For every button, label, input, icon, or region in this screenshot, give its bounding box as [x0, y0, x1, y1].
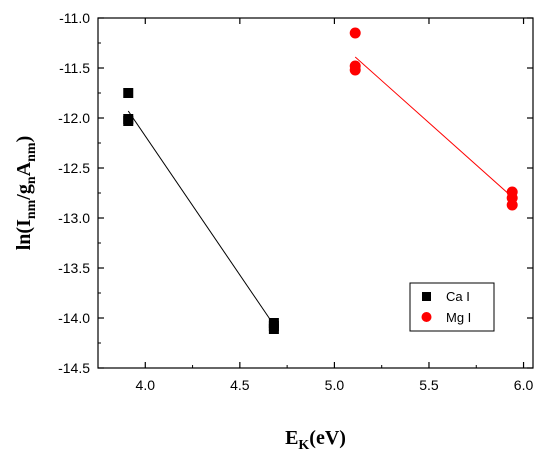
- legend-marker-ca: [422, 292, 431, 301]
- x-axis-label-sub: K: [298, 438, 309, 452]
- x-tick-label: 5.5: [419, 377, 439, 393]
- legend-marker-mg: [421, 312, 432, 322]
- ca-data-point: [123, 88, 134, 98]
- x-tick-label: 5.0: [325, 377, 345, 393]
- ca-fit-line: [127, 110, 275, 326]
- mg-data-point: [349, 27, 361, 39]
- mg-fit-line: [354, 56, 513, 198]
- y-tick-label: -14.0: [58, 310, 90, 326]
- y-axis-label-main: A: [13, 161, 35, 176]
- y-tick-label: -11.5: [59, 60, 90, 76]
- y-axis-label-sub: nm: [24, 142, 39, 162]
- x-tick-label: 6.0: [514, 377, 534, 393]
- y-axis-label-sub: n: [24, 176, 39, 184]
- y-tick-label: -12.5: [58, 160, 90, 176]
- legend-label-ca: Ca I: [446, 289, 470, 304]
- y-tick-label: -13.5: [58, 260, 90, 276]
- y-axis-label-main: ): [13, 136, 35, 143]
- y-tick-label: -13.0: [58, 210, 90, 226]
- x-tick-label: 4.5: [230, 377, 250, 393]
- mg-data-point: [506, 199, 518, 211]
- y-axis-label-sub: nm: [24, 199, 39, 219]
- data-points: [123, 27, 518, 334]
- x-axis-ticks: 4.0 4.5 5.0 5.5 6.0: [136, 18, 534, 393]
- x-axis-label-rest: (eV): [309, 427, 346, 449]
- y-axis-label-main: /g: [13, 184, 35, 201]
- y-tick-label: -14.5: [58, 360, 90, 376]
- x-axis-label: EK(eV): [285, 427, 346, 452]
- x-axis-label-main: E: [285, 427, 298, 449]
- y-axis-ticks: -11.0 -11.5 -12.0 -12.5 -13.0 -13.5 -14.0 -14.5: [58, 10, 533, 376]
- legend: Ca I Mg I: [409, 282, 495, 332]
- fit-lines: [127, 56, 513, 326]
- x-tick-label: 4.0: [136, 377, 156, 393]
- ca-data-point: [268, 324, 279, 334]
- legend-label-mg: Mg I: [446, 310, 471, 325]
- y-tick-label: -11.0: [59, 10, 90, 26]
- y-axis-label-main: ln(I: [13, 219, 35, 250]
- ca-data-point: [123, 116, 134, 126]
- mg-data-point: [349, 64, 361, 76]
- legend-box: [409, 282, 495, 332]
- y-tick-label: -12.0: [58, 110, 90, 126]
- y-axis-label: ln(Inm/gnAnm): [13, 136, 39, 251]
